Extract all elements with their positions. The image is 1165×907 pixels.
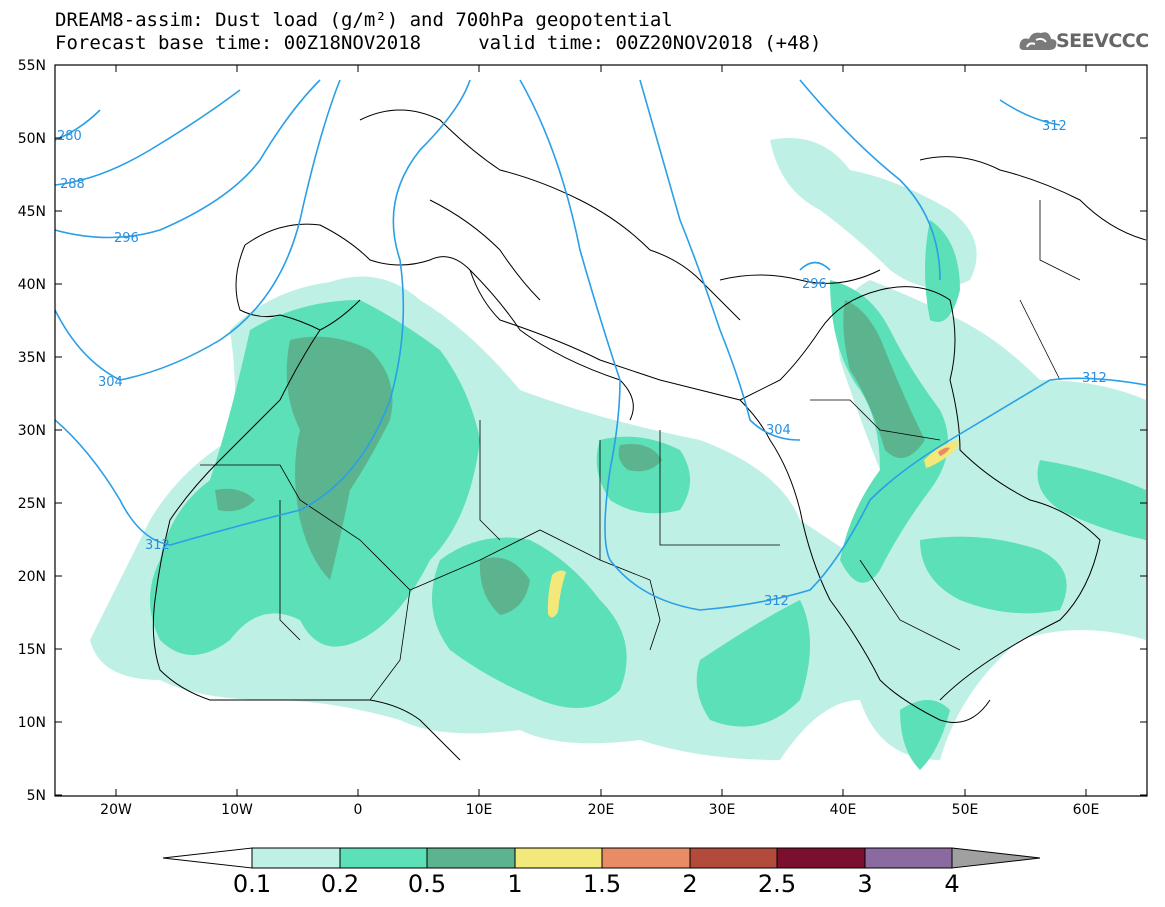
colorbar-swatch [339,847,428,869]
lon-label: 40E [830,802,857,818]
lat-label: 30N [18,423,46,439]
dust-peak-gulf-core [938,447,950,456]
lat-label: 10N [18,715,46,731]
contour-label: 296 [802,277,827,292]
lon-label: 20E [588,802,615,818]
contour-label: 312 [1042,119,1067,134]
lat-label: 35N [18,350,46,366]
coastlines [152,109,1147,761]
colorbar-swatch [251,847,341,869]
colorbar-tick: 3 [857,870,873,898]
dust-field-high [215,300,925,615]
lat-label: 45N [18,204,46,220]
colorbar-tick: 0.1 [232,870,272,898]
contour-label: 296 [114,231,139,246]
colorbar-tick: 0.5 [407,870,447,898]
lat-label: 15N [18,642,46,658]
contour-label: 312 [764,594,789,609]
colorbar-tick: 1 [507,870,523,898]
lat-label: 55N [18,58,46,74]
map-title: DREAM8-assim: Dust load (g/m²) and 700hP… [55,9,673,31]
lat-label: 40N [18,277,46,293]
colorbar-swatch [689,847,778,869]
lon-label: 10E [466,802,493,818]
colorbar-swatch [514,847,603,869]
lon-label: 0 [354,802,363,818]
colorbar-swatch [776,847,866,869]
lon-label: 50E [952,802,979,818]
lat-label: 5N [27,788,46,804]
colorbar-swatch-under [162,847,253,869]
lat-label: 20N [18,569,46,585]
contour-label: 304 [98,375,123,390]
contour-labels: 280 288 296 304 312 296 304 312 312 312 [57,119,1107,609]
contour-label: 288 [60,177,85,192]
lon-label: 20W [100,802,132,818]
colorbar-tick: 2 [682,870,698,898]
colorbar-tick: 0.2 [320,870,360,898]
colorbar-swatch [601,847,691,869]
lat-label: 25N [18,496,46,512]
country-borders [200,200,1081,701]
colorbar-swatch-over [951,847,1041,869]
colorbar-tick: 4 [944,870,960,898]
longitude-labels: 20W 10W 0 10E 20E 30E 40E 50E 60E [100,802,1099,818]
colorbar-swatch [426,847,516,869]
contour-label: 312 [145,538,170,553]
contour-label: 312 [1082,371,1107,386]
dust-peak-sahel [547,570,566,618]
lat-label: 50N [18,131,46,147]
tick-marks [55,64,1147,796]
cloud-icon [1019,32,1057,50]
colorbar [162,847,1041,869]
lon-label: 30E [709,802,736,818]
geopotential-contours [55,79,1147,611]
contour-label: 304 [766,423,791,438]
forecast-time-line: Forecast base time: 00Z18NOV2018 valid t… [55,32,822,54]
lon-label: 60E [1073,802,1100,818]
latitude-labels: 55N 50N 45N 40N 35N 30N 25N 20N 15N 10N … [18,58,46,804]
lon-label: 10W [221,802,253,818]
colorbar-tick: 1.5 [582,870,622,898]
colorbar-swatch [864,847,953,869]
contour-label: 280 [57,129,82,144]
logo-text: SEEVCCC [1056,30,1149,52]
colorbar-tick: 2.5 [757,870,797,898]
